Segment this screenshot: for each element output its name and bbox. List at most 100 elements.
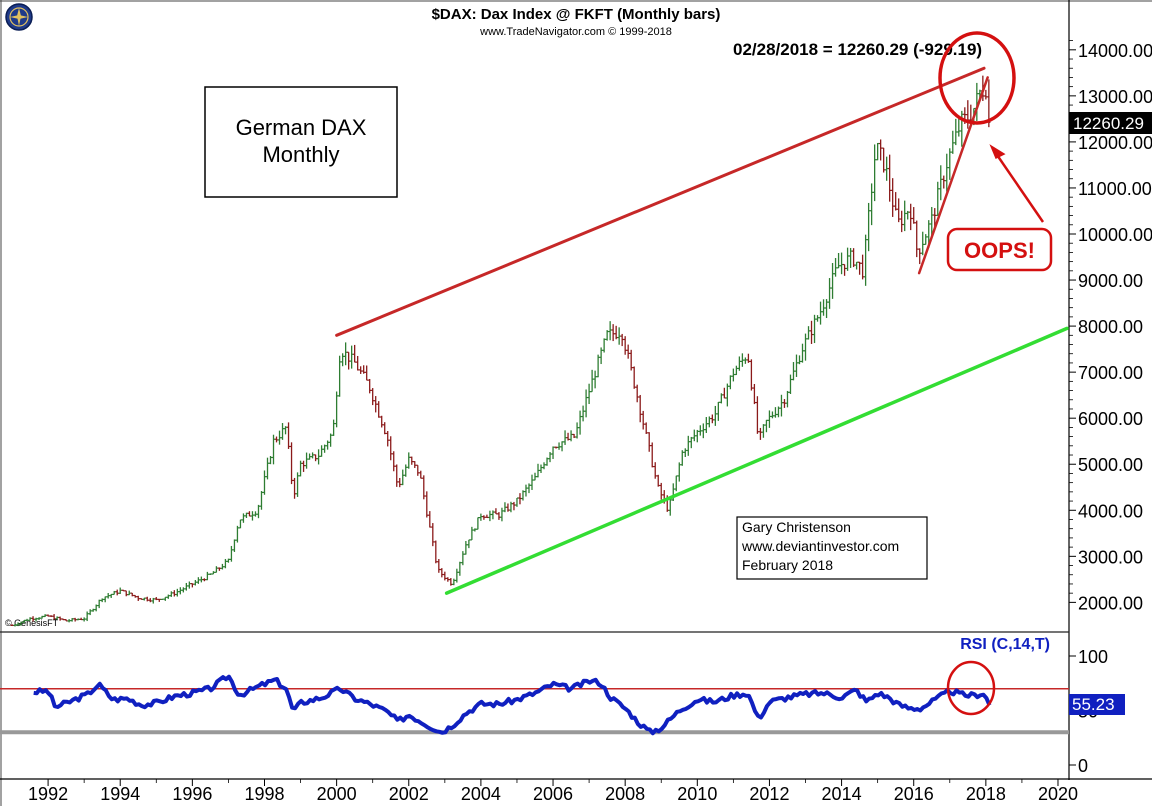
chart-subtitle: www.TradeNavigator.com © 1999-2018: [479, 26, 672, 38]
price-bar: [226, 558, 231, 563]
price-bar: [341, 353, 345, 367]
price-bar: [858, 261, 862, 275]
price-bar: [873, 144, 877, 202]
price-bar: [719, 393, 723, 404]
price-bar: [602, 338, 606, 353]
oops-text: OOPS!: [964, 238, 1035, 263]
price-bar: [653, 462, 657, 479]
price-bar: [464, 541, 468, 555]
price-bar: [202, 578, 206, 582]
price-bar: [674, 475, 678, 492]
price-bar: [867, 202, 871, 252]
price-bar: [383, 422, 387, 435]
price-bar: [512, 501, 516, 511]
rsi-line: [33, 674, 992, 736]
price-bar: [545, 457, 549, 466]
price-bar: [737, 356, 741, 371]
price-bar: [205, 571, 209, 581]
price-bar: [509, 501, 513, 513]
price-bar: [470, 526, 474, 541]
price-bar: [326, 440, 330, 450]
price-bar: [566, 432, 570, 441]
price-bar: [91, 608, 95, 612]
price-bar: [782, 399, 787, 408]
price-bar: [446, 577, 450, 582]
price-bar: [407, 452, 411, 469]
price-bar: [310, 452, 315, 459]
price-bar: [94, 604, 98, 612]
label-box-line1: German DAX: [236, 115, 367, 140]
time-tick-label: 2002: [389, 784, 429, 804]
price-bar: [335, 391, 339, 428]
time-tick-label: 1992: [28, 784, 68, 804]
price-badge: [1069, 112, 1152, 134]
price-bar: [190, 583, 194, 588]
price-bar: [67, 619, 71, 623]
price-bar: [353, 344, 357, 363]
price-bar: [70, 618, 74, 622]
price-bar: [704, 417, 708, 433]
price-bar: [461, 551, 465, 566]
price-bar: [861, 254, 865, 280]
price-bar: [458, 561, 462, 576]
price-bar: [323, 444, 327, 453]
price-bar: [100, 598, 104, 603]
price-bar: [154, 597, 158, 601]
price-bar: [734, 365, 738, 376]
price-bar: [644, 422, 648, 434]
genesis-credit: © GenesisFT: [5, 618, 59, 628]
price-badge-text: 12260.29: [1073, 114, 1144, 133]
price-bar: [235, 525, 240, 543]
price-tick-label: 11000.00: [1078, 179, 1152, 199]
price-bar: [172, 590, 176, 597]
price-bar: [392, 451, 396, 472]
price-tick-label: 9000.00: [1078, 271, 1143, 291]
price-bar: [599, 347, 603, 365]
price-bar: [443, 571, 447, 581]
price-bar: [876, 142, 880, 161]
price-bar: [713, 405, 717, 426]
price-bar: [359, 366, 363, 374]
price-bar: [809, 320, 814, 344]
price-bar: [701, 423, 705, 439]
price-bar: [434, 540, 438, 564]
top-highlight-circle: [938, 31, 1016, 125]
price-bar: [479, 513, 483, 521]
price-bar: [274, 436, 279, 443]
rsi-highlight-circle: [946, 660, 996, 716]
price-bar: [864, 234, 868, 286]
price-bar: [271, 434, 276, 465]
price-bar: [268, 455, 273, 465]
price-bar: [253, 511, 258, 517]
price-bar: [692, 429, 696, 442]
price-bar: [133, 594, 137, 598]
price-bar: [121, 589, 125, 592]
time-tick-label: 2006: [533, 784, 573, 804]
price-tick-label: 10000.00: [1078, 225, 1152, 245]
oops-arrow-shaft: [993, 151, 1045, 223]
price-bar: [88, 609, 92, 616]
price-bar: [788, 374, 793, 395]
price-bar: [891, 178, 895, 217]
price-bar: [151, 597, 155, 604]
price-bar: [232, 539, 237, 552]
price-bar: [160, 598, 164, 600]
price-bar: [166, 594, 170, 599]
price-bar: [680, 450, 684, 466]
price-bar: [909, 203, 913, 231]
price-bar: [593, 370, 597, 389]
price-bar: [28, 617, 32, 621]
price-bar: [906, 210, 910, 220]
price-bar: [836, 253, 841, 269]
price-bar: [960, 110, 964, 147]
price-bar: [356, 355, 360, 371]
price-bar: [638, 394, 642, 423]
price-bar: [885, 156, 889, 181]
price-bar: [833, 258, 838, 277]
time-tick-label: 1996: [172, 784, 212, 804]
price-bar: [46, 614, 50, 617]
time-tick-label: 2016: [894, 784, 934, 804]
price-bar: [569, 430, 573, 442]
price-bar: [139, 598, 143, 600]
rsi-tick-label: 0: [1078, 756, 1088, 776]
